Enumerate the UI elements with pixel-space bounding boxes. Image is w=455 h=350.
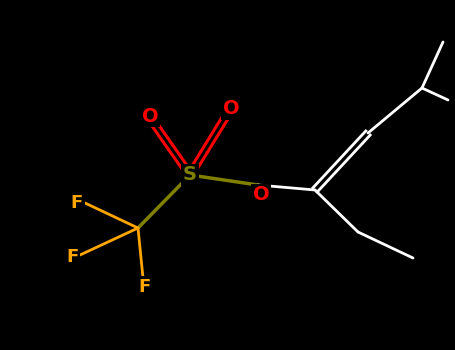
- Text: S: S: [183, 166, 197, 184]
- Text: O: O: [222, 99, 239, 119]
- Text: F: F: [71, 194, 83, 212]
- Text: O: O: [142, 106, 158, 126]
- Text: F: F: [139, 278, 151, 296]
- Text: F: F: [66, 248, 78, 266]
- Text: O: O: [253, 186, 269, 204]
